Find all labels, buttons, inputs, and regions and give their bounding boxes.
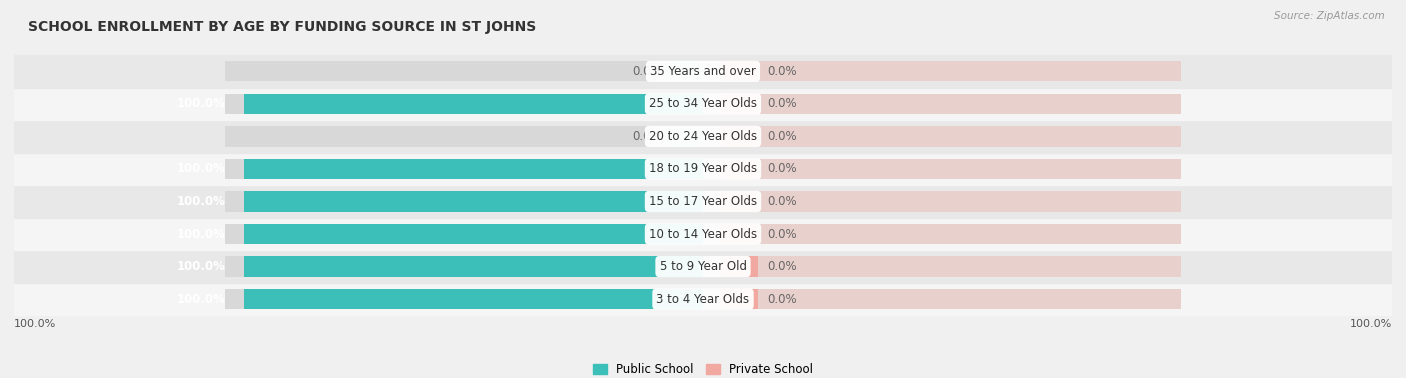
Bar: [243, 191, 703, 212]
Text: 100.0%: 100.0%: [14, 319, 56, 330]
Text: SCHOOL ENROLLMENT BY AGE BY FUNDING SOURCE IN ST JOHNS: SCHOOL ENROLLMENT BY AGE BY FUNDING SOUR…: [28, 20, 536, 34]
Bar: [666, 126, 703, 147]
Bar: [703, 224, 1181, 244]
Text: 3 to 4 Year Olds: 3 to 4 Year Olds: [657, 293, 749, 305]
Text: 20 to 24 Year Olds: 20 to 24 Year Olds: [650, 130, 756, 143]
Text: 100.0%: 100.0%: [1350, 319, 1392, 330]
Bar: [666, 61, 703, 82]
Bar: [721, 61, 758, 82]
Bar: [225, 94, 703, 114]
Text: 100.0%: 100.0%: [177, 228, 225, 240]
Text: 0.0%: 0.0%: [768, 98, 797, 110]
Bar: [703, 94, 1181, 114]
Bar: [721, 94, 758, 114]
Bar: [14, 120, 1392, 153]
Text: 0.0%: 0.0%: [768, 65, 797, 78]
Text: 100.0%: 100.0%: [177, 195, 225, 208]
Bar: [243, 94, 703, 114]
Text: 100.0%: 100.0%: [177, 293, 225, 305]
Bar: [721, 191, 758, 212]
Text: 100.0%: 100.0%: [177, 98, 225, 110]
Bar: [243, 289, 703, 309]
Text: 0.0%: 0.0%: [768, 228, 797, 240]
Text: 0.0%: 0.0%: [768, 163, 797, 175]
Bar: [14, 88, 1392, 120]
Bar: [225, 61, 703, 82]
Text: 100.0%: 100.0%: [177, 163, 225, 175]
Text: 0.0%: 0.0%: [633, 130, 662, 143]
Bar: [703, 159, 1181, 179]
Bar: [14, 55, 1392, 88]
Bar: [703, 61, 1181, 82]
Text: 0.0%: 0.0%: [768, 130, 797, 143]
Text: 0.0%: 0.0%: [633, 65, 662, 78]
Text: 10 to 14 Year Olds: 10 to 14 Year Olds: [650, 228, 756, 240]
Bar: [243, 224, 703, 244]
Text: 35 Years and over: 35 Years and over: [650, 65, 756, 78]
Bar: [225, 126, 703, 147]
Bar: [14, 218, 1392, 250]
Bar: [721, 224, 758, 244]
Bar: [225, 191, 703, 212]
Text: 0.0%: 0.0%: [768, 293, 797, 305]
Bar: [14, 283, 1392, 315]
Text: 100.0%: 100.0%: [177, 260, 225, 273]
Bar: [225, 159, 703, 179]
Bar: [225, 289, 703, 309]
Text: 0.0%: 0.0%: [768, 195, 797, 208]
Bar: [703, 256, 1181, 277]
Bar: [243, 159, 703, 179]
Bar: [14, 153, 1392, 185]
Bar: [721, 289, 758, 309]
Text: 5 to 9 Year Old: 5 to 9 Year Old: [659, 260, 747, 273]
Bar: [721, 256, 758, 277]
Bar: [721, 159, 758, 179]
Bar: [14, 250, 1392, 283]
Bar: [225, 256, 703, 277]
Text: 18 to 19 Year Olds: 18 to 19 Year Olds: [650, 163, 756, 175]
Legend: Public School, Private School: Public School, Private School: [588, 358, 818, 378]
Bar: [243, 256, 703, 277]
Text: Source: ZipAtlas.com: Source: ZipAtlas.com: [1274, 11, 1385, 21]
Text: 15 to 17 Year Olds: 15 to 17 Year Olds: [650, 195, 756, 208]
Text: 0.0%: 0.0%: [768, 260, 797, 273]
Bar: [14, 185, 1392, 218]
Bar: [721, 126, 758, 147]
Bar: [225, 224, 703, 244]
Bar: [703, 126, 1181, 147]
Text: 25 to 34 Year Olds: 25 to 34 Year Olds: [650, 98, 756, 110]
Bar: [703, 191, 1181, 212]
Bar: [703, 289, 1181, 309]
